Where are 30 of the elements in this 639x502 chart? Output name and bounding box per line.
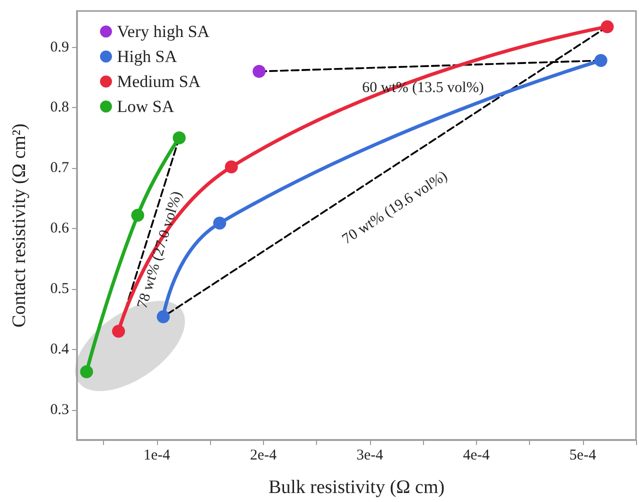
x-axis-title: Bulk resistivity (Ω cm) <box>268 477 445 498</box>
point <box>224 160 238 174</box>
annotation: 78 wt% (27.0 vol%) <box>134 190 186 310</box>
point <box>131 208 144 222</box>
point <box>156 310 170 324</box>
x-tick-label: 4e-4 <box>462 448 490 464</box>
x-tick-label: 5e-4 <box>569 448 597 464</box>
y-tick-label: 0.8 <box>50 100 69 116</box>
y-tick-label: 0.4 <box>50 341 70 358</box>
point <box>594 54 608 68</box>
y-tick-label: 0.9 <box>50 39 69 56</box>
annotation: 70 wt% (19.6 vol%) <box>340 168 450 248</box>
point <box>172 131 186 144</box>
y-axis-title: Contact resistivity (Ω cm²) <box>9 124 30 328</box>
legend-label: Very high SA <box>117 22 210 41</box>
y-tick-label: 0.7 <box>50 160 70 176</box>
y-tick-label: 0.3 <box>50 402 69 418</box>
point <box>600 20 614 34</box>
y-tick-label: 0.6 <box>50 220 70 237</box>
point <box>252 64 266 78</box>
x-tick-label: 2e-4 <box>250 448 278 464</box>
legend-label: High SA <box>117 47 178 66</box>
point <box>112 324 126 338</box>
point <box>213 216 226 230</box>
legend-label: Medium SA <box>117 72 202 91</box>
y-tick-label: 0.5 <box>50 280 69 297</box>
x-tick-label: 3e-4 <box>356 448 384 464</box>
legend-label: Low SA <box>117 97 175 116</box>
point <box>80 365 94 378</box>
x-tick-label: 1e-4 <box>144 448 171 464</box>
